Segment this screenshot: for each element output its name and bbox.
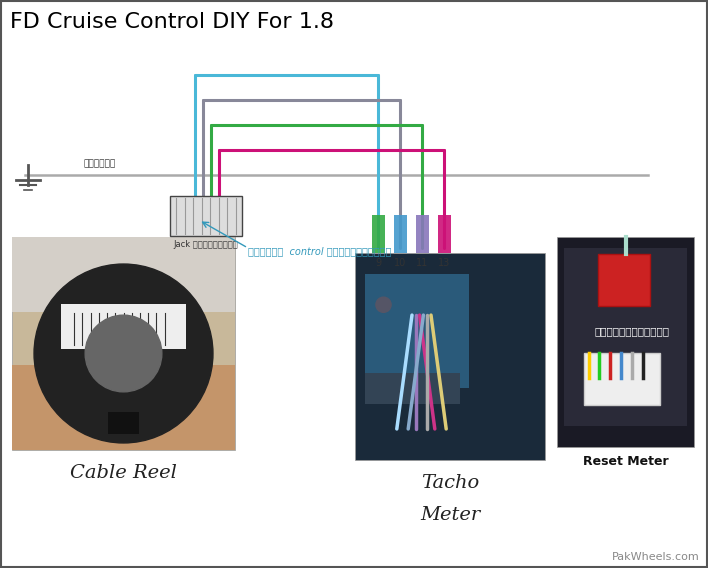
Circle shape	[34, 264, 213, 443]
Bar	[372, 215, 385, 253]
Text: Tacho: Tacho	[421, 474, 479, 492]
Text: Jack เชื่อมต่อ: Jack เชื่อมต่อ	[173, 240, 239, 249]
Bar	[438, 215, 451, 253]
Bar	[12, 237, 235, 312]
Bar	[416, 215, 429, 253]
Text: Reset Meter: Reset Meter	[583, 455, 668, 468]
Bar	[355, 253, 545, 460]
Text: PakWheels.com: PakWheels.com	[612, 552, 700, 562]
Text: FD Cruise Control DIY For 1.8: FD Cruise Control DIY For 1.8	[10, 12, 334, 32]
Bar	[394, 215, 407, 253]
Text: Cable Reel: Cable Reel	[70, 464, 177, 482]
Text: ต่อกับสายเทา: ต่อกับสายเทา	[595, 327, 670, 336]
Bar	[12, 237, 235, 450]
Text: สายแรง: สายแรง	[84, 159, 116, 168]
Bar	[557, 237, 694, 447]
Bar	[12, 365, 235, 450]
Text: 13: 13	[438, 258, 450, 268]
Text: 10: 10	[394, 258, 406, 268]
Bar	[564, 248, 687, 426]
Bar	[598, 254, 650, 306]
Circle shape	[376, 297, 391, 312]
Bar	[365, 274, 469, 387]
Bar	[584, 353, 660, 405]
Text: 11: 11	[416, 258, 428, 268]
Bar	[108, 412, 139, 434]
Text: ชุดสาย  control เลื่อนเสียง: ชุดสาย control เลื่อนเสียง	[248, 246, 392, 256]
Bar	[170, 196, 242, 236]
Bar	[365, 373, 459, 404]
Text: 9: 9	[375, 258, 381, 268]
Circle shape	[85, 315, 162, 392]
Bar	[61, 304, 186, 349]
Text: Meter: Meter	[420, 506, 480, 524]
